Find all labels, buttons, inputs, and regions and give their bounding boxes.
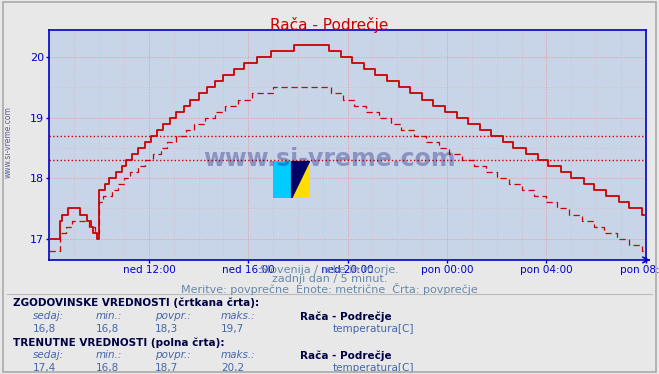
Text: Slovenija / reke in morje.: Slovenija / reke in morje. [260, 265, 399, 275]
Polygon shape [291, 161, 310, 198]
Text: zadnji dan / 5 minut.: zadnji dan / 5 minut. [272, 274, 387, 284]
Text: Rača - Podrečje: Rača - Podrečje [270, 17, 389, 33]
Text: maks.:: maks.: [221, 311, 256, 321]
Text: povpr.:: povpr.: [155, 311, 190, 321]
Text: 16,8: 16,8 [33, 324, 56, 334]
Text: TRENUTNE VREDNOSTI (polna črta):: TRENUTNE VREDNOSTI (polna črta): [13, 337, 225, 348]
Bar [273, 161, 291, 198]
Text: Rača - Podrečje: Rača - Podrečje [300, 350, 391, 361]
Text: 16,8: 16,8 [96, 324, 119, 334]
Text: 18,3: 18,3 [155, 324, 178, 334]
Text: 16,8: 16,8 [96, 363, 119, 373]
Text: sedaj:: sedaj: [33, 311, 64, 321]
Text: 20,2: 20,2 [221, 363, 244, 373]
Text: povpr.:: povpr.: [155, 350, 190, 361]
Text: min.:: min.: [96, 311, 122, 321]
Text: www.si-vreme.com: www.si-vreme.com [4, 106, 13, 178]
Text: maks.:: maks.: [221, 350, 256, 361]
Text: temperatura[C]: temperatura[C] [333, 324, 415, 334]
Text: min.:: min.: [96, 350, 122, 361]
Text: temperatura[C]: temperatura[C] [333, 363, 415, 373]
Text: ZGODOVINSKE VREDNOSTI (črtkana črta):: ZGODOVINSKE VREDNOSTI (črtkana črta): [13, 297, 259, 308]
Text: 18,7: 18,7 [155, 363, 178, 373]
Text: Rača - Podrečje: Rača - Podrečje [300, 311, 391, 322]
Text: sedaj:: sedaj: [33, 350, 64, 361]
Text: 17,4: 17,4 [33, 363, 56, 373]
Text: 19,7: 19,7 [221, 324, 244, 334]
Text: Meritve: povprečne  Enote: metrične  Črta: povprečje: Meritve: povprečne Enote: metrične Črta:… [181, 283, 478, 295]
Bar [291, 161, 310, 198]
Text: www.si-vreme.com: www.si-vreme.com [203, 147, 456, 171]
